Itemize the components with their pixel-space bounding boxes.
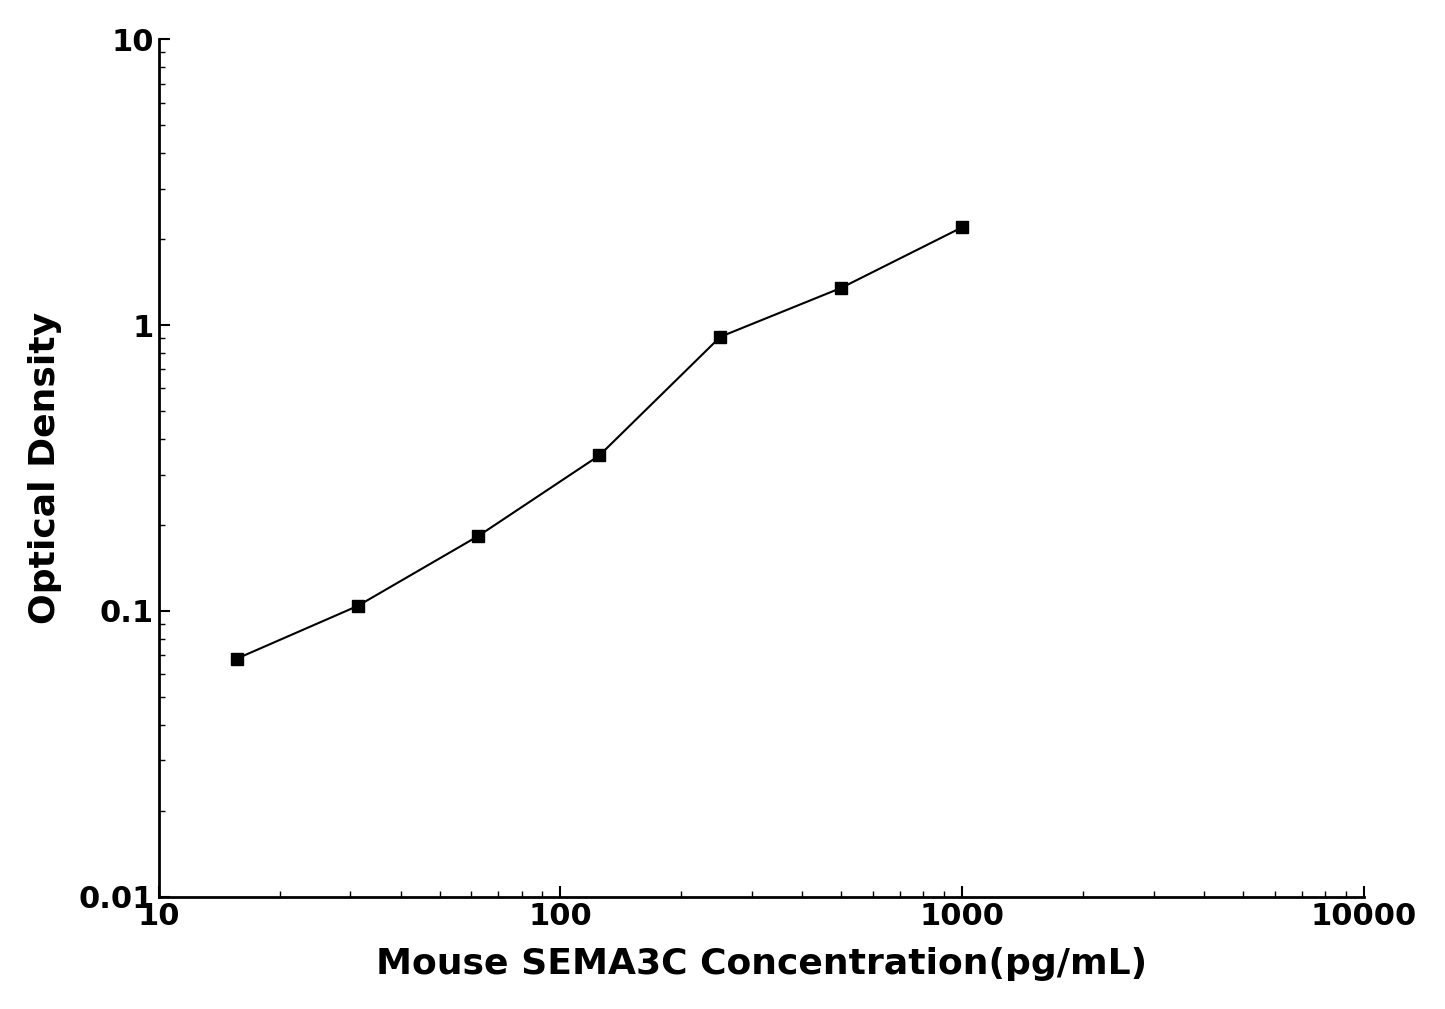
Y-axis label: Optical Density: Optical Density — [27, 312, 62, 624]
X-axis label: Mouse SEMA3C Concentration(pg/mL): Mouse SEMA3C Concentration(pg/mL) — [376, 947, 1147, 981]
